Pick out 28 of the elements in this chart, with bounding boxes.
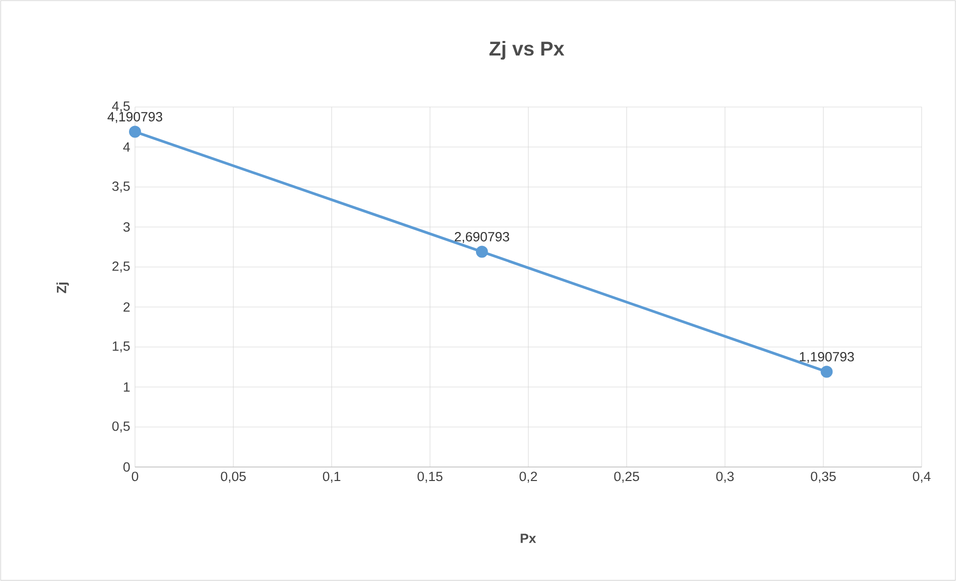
x-tick-label: 0,25 xyxy=(614,472,640,483)
x-tick-label: 0,1 xyxy=(322,472,340,483)
y-tick-label: 0 xyxy=(123,462,130,472)
point xyxy=(129,126,142,138)
x-tick-label: 0,35 xyxy=(810,472,836,483)
x-tick-label: 0,2 xyxy=(520,472,537,483)
data-label: 4,190793 xyxy=(108,112,162,124)
x-tick-label: 0 xyxy=(132,472,138,482)
x-axis-title: Px xyxy=(520,534,536,543)
y-tick-label: 2 xyxy=(124,302,130,312)
data-label: 2,690793 xyxy=(454,232,510,244)
y-tick-label: 0,5 xyxy=(112,421,130,433)
point xyxy=(476,246,488,258)
x-tick-label: 0,4 xyxy=(912,472,931,483)
chart-title: Zj vs Px xyxy=(489,41,564,60)
y-tick-label: 1 xyxy=(124,382,130,392)
y-tick-label: 3 xyxy=(123,222,130,232)
point xyxy=(820,366,833,378)
y-tick-label: 4 xyxy=(123,142,130,152)
y-axis-title: Zj xyxy=(56,282,69,294)
x-tick-label: 0,15 xyxy=(418,472,442,483)
y-tick-label: 2,5 xyxy=(112,261,130,273)
x-tick-label: 0,3 xyxy=(716,472,734,483)
y-tick-label: 3,5 xyxy=(112,181,130,193)
y-tick-label: 4,5 xyxy=(112,102,130,112)
y-tick-label: 1,5 xyxy=(112,342,130,352)
x-tick-label: 0,05 xyxy=(220,472,246,483)
data-label: 1,190793 xyxy=(800,352,854,364)
